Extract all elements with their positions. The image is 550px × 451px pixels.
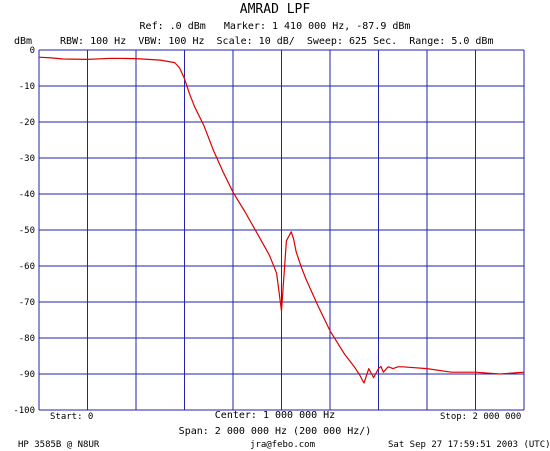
settings-line: RBW: 100 Hz VBW: 100 Hz Scale: 10 dB/ Sw… bbox=[60, 36, 494, 47]
y-tick-label: -30 bbox=[19, 154, 35, 164]
y-tick-label: -10 bbox=[19, 82, 35, 92]
stop-frequency-label: Stop: 2 000 000 bbox=[440, 412, 522, 422]
y-tick-label: -50 bbox=[19, 226, 35, 236]
center-frequency-label: Center: 1 000 000 Hz bbox=[214, 410, 336, 421]
span-label: Span: 2 000 000 Hz (200 000 Hz/) bbox=[178, 426, 372, 437]
y-tick-label: -100 bbox=[13, 406, 35, 416]
reference-marker-line: Ref: .0 dBm Marker: 1 410 000 Hz, -87.9 … bbox=[139, 21, 411, 32]
y-tick-label: -60 bbox=[19, 262, 35, 272]
y-axis-unit-label: dBm bbox=[14, 36, 33, 47]
chart-title: AMRAD LPF bbox=[239, 2, 311, 17]
y-tick-label: -90 bbox=[19, 370, 35, 380]
trace-line bbox=[38, 56, 525, 384]
email-label: jra@febo.com bbox=[250, 440, 316, 450]
date-label: Sat Sep 27 17:59:51 2003 (UTC) bbox=[388, 440, 550, 450]
y-tick-label: -40 bbox=[19, 190, 35, 200]
instrument-label: HP 3585B @ N8UR bbox=[18, 440, 100, 450]
start-frequency-label: Start: 0 bbox=[50, 412, 94, 422]
y-tick-label: -20 bbox=[19, 118, 35, 128]
y-tick-label: 0 bbox=[30, 46, 35, 56]
y-tick-label: -80 bbox=[19, 334, 35, 344]
y-tick-label: -70 bbox=[19, 298, 35, 308]
